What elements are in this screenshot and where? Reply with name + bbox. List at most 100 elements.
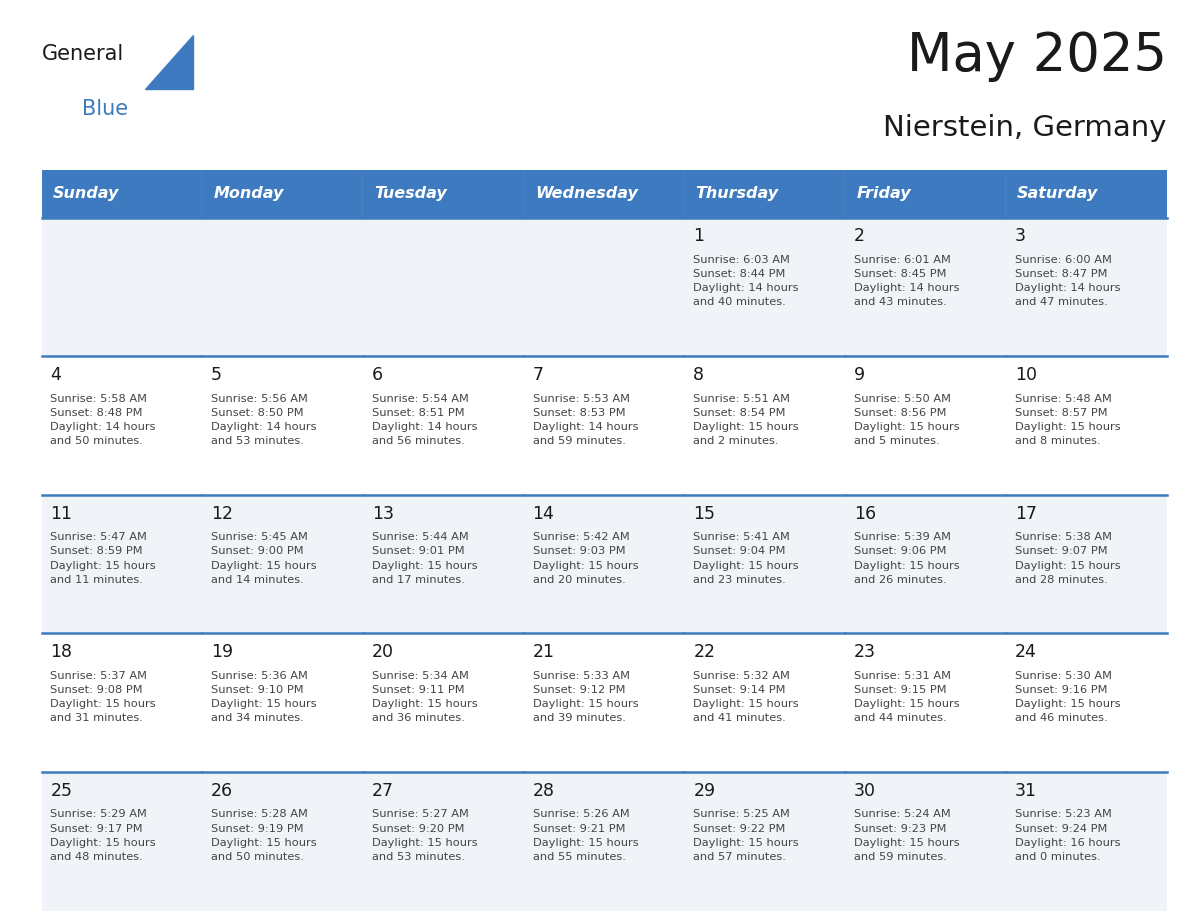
Text: Sunrise: 6:01 AM
Sunset: 8:45 PM
Daylight: 14 hours
and 43 minutes.: Sunrise: 6:01 AM Sunset: 8:45 PM Dayligh…: [854, 255, 960, 308]
Text: 22: 22: [694, 644, 715, 661]
Text: Sunrise: 5:30 AM
Sunset: 9:16 PM
Daylight: 15 hours
and 46 minutes.: Sunrise: 5:30 AM Sunset: 9:16 PM Dayligh…: [1015, 671, 1120, 723]
FancyBboxPatch shape: [524, 170, 684, 218]
FancyBboxPatch shape: [202, 356, 364, 495]
Text: Sunday: Sunday: [52, 186, 119, 201]
Text: Sunrise: 5:24 AM
Sunset: 9:23 PM
Daylight: 15 hours
and 59 minutes.: Sunrise: 5:24 AM Sunset: 9:23 PM Dayligh…: [854, 810, 960, 862]
Text: Sunrise: 5:44 AM
Sunset: 9:01 PM
Daylight: 15 hours
and 17 minutes.: Sunrise: 5:44 AM Sunset: 9:01 PM Dayligh…: [372, 532, 478, 585]
FancyBboxPatch shape: [202, 218, 364, 356]
Text: Friday: Friday: [857, 186, 911, 201]
FancyBboxPatch shape: [524, 633, 684, 772]
FancyBboxPatch shape: [524, 495, 684, 633]
FancyBboxPatch shape: [42, 495, 202, 633]
Text: 15: 15: [694, 505, 715, 522]
Text: 6: 6: [372, 366, 383, 384]
FancyBboxPatch shape: [1006, 772, 1167, 911]
Text: Sunrise: 5:31 AM
Sunset: 9:15 PM
Daylight: 15 hours
and 44 minutes.: Sunrise: 5:31 AM Sunset: 9:15 PM Dayligh…: [854, 671, 960, 723]
Text: Sunrise: 5:51 AM
Sunset: 8:54 PM
Daylight: 15 hours
and 2 minutes.: Sunrise: 5:51 AM Sunset: 8:54 PM Dayligh…: [694, 394, 798, 446]
FancyBboxPatch shape: [1006, 495, 1167, 633]
Text: Sunrise: 5:47 AM
Sunset: 8:59 PM
Daylight: 15 hours
and 11 minutes.: Sunrise: 5:47 AM Sunset: 8:59 PM Dayligh…: [50, 532, 156, 585]
FancyBboxPatch shape: [845, 356, 1006, 495]
FancyBboxPatch shape: [845, 495, 1006, 633]
FancyBboxPatch shape: [524, 772, 684, 911]
Text: 21: 21: [532, 644, 555, 661]
FancyBboxPatch shape: [684, 356, 845, 495]
Text: 9: 9: [854, 366, 865, 384]
Text: Sunrise: 5:56 AM
Sunset: 8:50 PM
Daylight: 14 hours
and 53 minutes.: Sunrise: 5:56 AM Sunset: 8:50 PM Dayligh…: [211, 394, 317, 446]
Text: 5: 5: [211, 366, 222, 384]
FancyBboxPatch shape: [42, 356, 202, 495]
FancyBboxPatch shape: [845, 218, 1006, 356]
FancyBboxPatch shape: [202, 772, 364, 911]
Text: May 2025: May 2025: [906, 30, 1167, 83]
Text: Sunrise: 5:33 AM
Sunset: 9:12 PM
Daylight: 15 hours
and 39 minutes.: Sunrise: 5:33 AM Sunset: 9:12 PM Dayligh…: [532, 671, 638, 723]
Text: General: General: [42, 44, 124, 64]
Text: Sunrise: 5:50 AM
Sunset: 8:56 PM
Daylight: 15 hours
and 5 minutes.: Sunrise: 5:50 AM Sunset: 8:56 PM Dayligh…: [854, 394, 960, 446]
Text: Sunrise: 5:27 AM
Sunset: 9:20 PM
Daylight: 15 hours
and 53 minutes.: Sunrise: 5:27 AM Sunset: 9:20 PM Dayligh…: [372, 810, 478, 862]
FancyBboxPatch shape: [1006, 218, 1167, 356]
FancyBboxPatch shape: [684, 170, 845, 218]
FancyBboxPatch shape: [202, 633, 364, 772]
FancyBboxPatch shape: [42, 772, 202, 911]
Text: 30: 30: [854, 782, 876, 800]
Text: 12: 12: [211, 505, 233, 522]
FancyBboxPatch shape: [364, 772, 524, 911]
Text: Sunrise: 5:36 AM
Sunset: 9:10 PM
Daylight: 15 hours
and 34 minutes.: Sunrise: 5:36 AM Sunset: 9:10 PM Dayligh…: [211, 671, 317, 723]
FancyBboxPatch shape: [845, 170, 1006, 218]
Text: Sunrise: 5:41 AM
Sunset: 9:04 PM
Daylight: 15 hours
and 23 minutes.: Sunrise: 5:41 AM Sunset: 9:04 PM Dayligh…: [694, 532, 798, 585]
Text: Sunrise: 5:48 AM
Sunset: 8:57 PM
Daylight: 15 hours
and 8 minutes.: Sunrise: 5:48 AM Sunset: 8:57 PM Dayligh…: [1015, 394, 1120, 446]
Text: Sunrise: 5:34 AM
Sunset: 9:11 PM
Daylight: 15 hours
and 36 minutes.: Sunrise: 5:34 AM Sunset: 9:11 PM Dayligh…: [372, 671, 478, 723]
Text: Sunrise: 5:37 AM
Sunset: 9:08 PM
Daylight: 15 hours
and 31 minutes.: Sunrise: 5:37 AM Sunset: 9:08 PM Dayligh…: [50, 671, 156, 723]
FancyBboxPatch shape: [42, 170, 202, 218]
Text: Wednesday: Wednesday: [535, 186, 638, 201]
Text: 10: 10: [1015, 366, 1037, 384]
FancyBboxPatch shape: [524, 356, 684, 495]
Text: Sunrise: 5:23 AM
Sunset: 9:24 PM
Daylight: 16 hours
and 0 minutes.: Sunrise: 5:23 AM Sunset: 9:24 PM Dayligh…: [1015, 810, 1120, 862]
Text: Sunrise: 5:53 AM
Sunset: 8:53 PM
Daylight: 14 hours
and 59 minutes.: Sunrise: 5:53 AM Sunset: 8:53 PM Dayligh…: [532, 394, 638, 446]
FancyBboxPatch shape: [364, 170, 524, 218]
Text: 14: 14: [532, 505, 555, 522]
FancyBboxPatch shape: [845, 633, 1006, 772]
Text: 7: 7: [532, 366, 544, 384]
Text: Sunrise: 5:29 AM
Sunset: 9:17 PM
Daylight: 15 hours
and 48 minutes.: Sunrise: 5:29 AM Sunset: 9:17 PM Dayligh…: [50, 810, 156, 862]
Text: 28: 28: [532, 782, 555, 800]
Text: 19: 19: [211, 644, 233, 661]
Text: Sunrise: 5:38 AM
Sunset: 9:07 PM
Daylight: 15 hours
and 28 minutes.: Sunrise: 5:38 AM Sunset: 9:07 PM Dayligh…: [1015, 532, 1120, 585]
Text: 11: 11: [50, 505, 72, 522]
FancyBboxPatch shape: [524, 218, 684, 356]
Text: 8: 8: [694, 366, 704, 384]
FancyBboxPatch shape: [42, 633, 202, 772]
Text: Thursday: Thursday: [696, 186, 779, 201]
FancyBboxPatch shape: [42, 218, 202, 356]
Text: 2: 2: [854, 228, 865, 245]
FancyBboxPatch shape: [684, 495, 845, 633]
FancyBboxPatch shape: [684, 772, 845, 911]
Text: Sunrise: 5:26 AM
Sunset: 9:21 PM
Daylight: 15 hours
and 55 minutes.: Sunrise: 5:26 AM Sunset: 9:21 PM Dayligh…: [532, 810, 638, 862]
Text: 16: 16: [854, 505, 876, 522]
Text: 4: 4: [50, 366, 62, 384]
FancyBboxPatch shape: [1006, 633, 1167, 772]
Text: Sunrise: 5:25 AM
Sunset: 9:22 PM
Daylight: 15 hours
and 57 minutes.: Sunrise: 5:25 AM Sunset: 9:22 PM Dayligh…: [694, 810, 798, 862]
FancyBboxPatch shape: [1006, 170, 1167, 218]
Text: 31: 31: [1015, 782, 1037, 800]
Text: Sunrise: 6:00 AM
Sunset: 8:47 PM
Daylight: 14 hours
and 47 minutes.: Sunrise: 6:00 AM Sunset: 8:47 PM Dayligh…: [1015, 255, 1120, 308]
FancyBboxPatch shape: [1006, 356, 1167, 495]
Text: Tuesday: Tuesday: [374, 186, 447, 201]
Text: Sunrise: 5:45 AM
Sunset: 9:00 PM
Daylight: 15 hours
and 14 minutes.: Sunrise: 5:45 AM Sunset: 9:00 PM Dayligh…: [211, 532, 317, 585]
Text: 29: 29: [694, 782, 715, 800]
Text: 23: 23: [854, 644, 876, 661]
Text: Sunrise: 5:58 AM
Sunset: 8:48 PM
Daylight: 14 hours
and 50 minutes.: Sunrise: 5:58 AM Sunset: 8:48 PM Dayligh…: [50, 394, 156, 446]
Text: 18: 18: [50, 644, 72, 661]
FancyBboxPatch shape: [364, 633, 524, 772]
Text: 20: 20: [372, 644, 394, 661]
FancyBboxPatch shape: [202, 170, 364, 218]
Polygon shape: [145, 35, 192, 89]
Text: Blue: Blue: [82, 99, 128, 119]
Text: 26: 26: [211, 782, 233, 800]
Text: Sunrise: 5:32 AM
Sunset: 9:14 PM
Daylight: 15 hours
and 41 minutes.: Sunrise: 5:32 AM Sunset: 9:14 PM Dayligh…: [694, 671, 798, 723]
Text: Sunrise: 6:03 AM
Sunset: 8:44 PM
Daylight: 14 hours
and 40 minutes.: Sunrise: 6:03 AM Sunset: 8:44 PM Dayligh…: [694, 255, 798, 308]
Text: 27: 27: [372, 782, 394, 800]
Text: Sunrise: 5:28 AM
Sunset: 9:19 PM
Daylight: 15 hours
and 50 minutes.: Sunrise: 5:28 AM Sunset: 9:19 PM Dayligh…: [211, 810, 317, 862]
Text: 24: 24: [1015, 644, 1037, 661]
FancyBboxPatch shape: [684, 218, 845, 356]
Text: Monday: Monday: [214, 186, 284, 201]
